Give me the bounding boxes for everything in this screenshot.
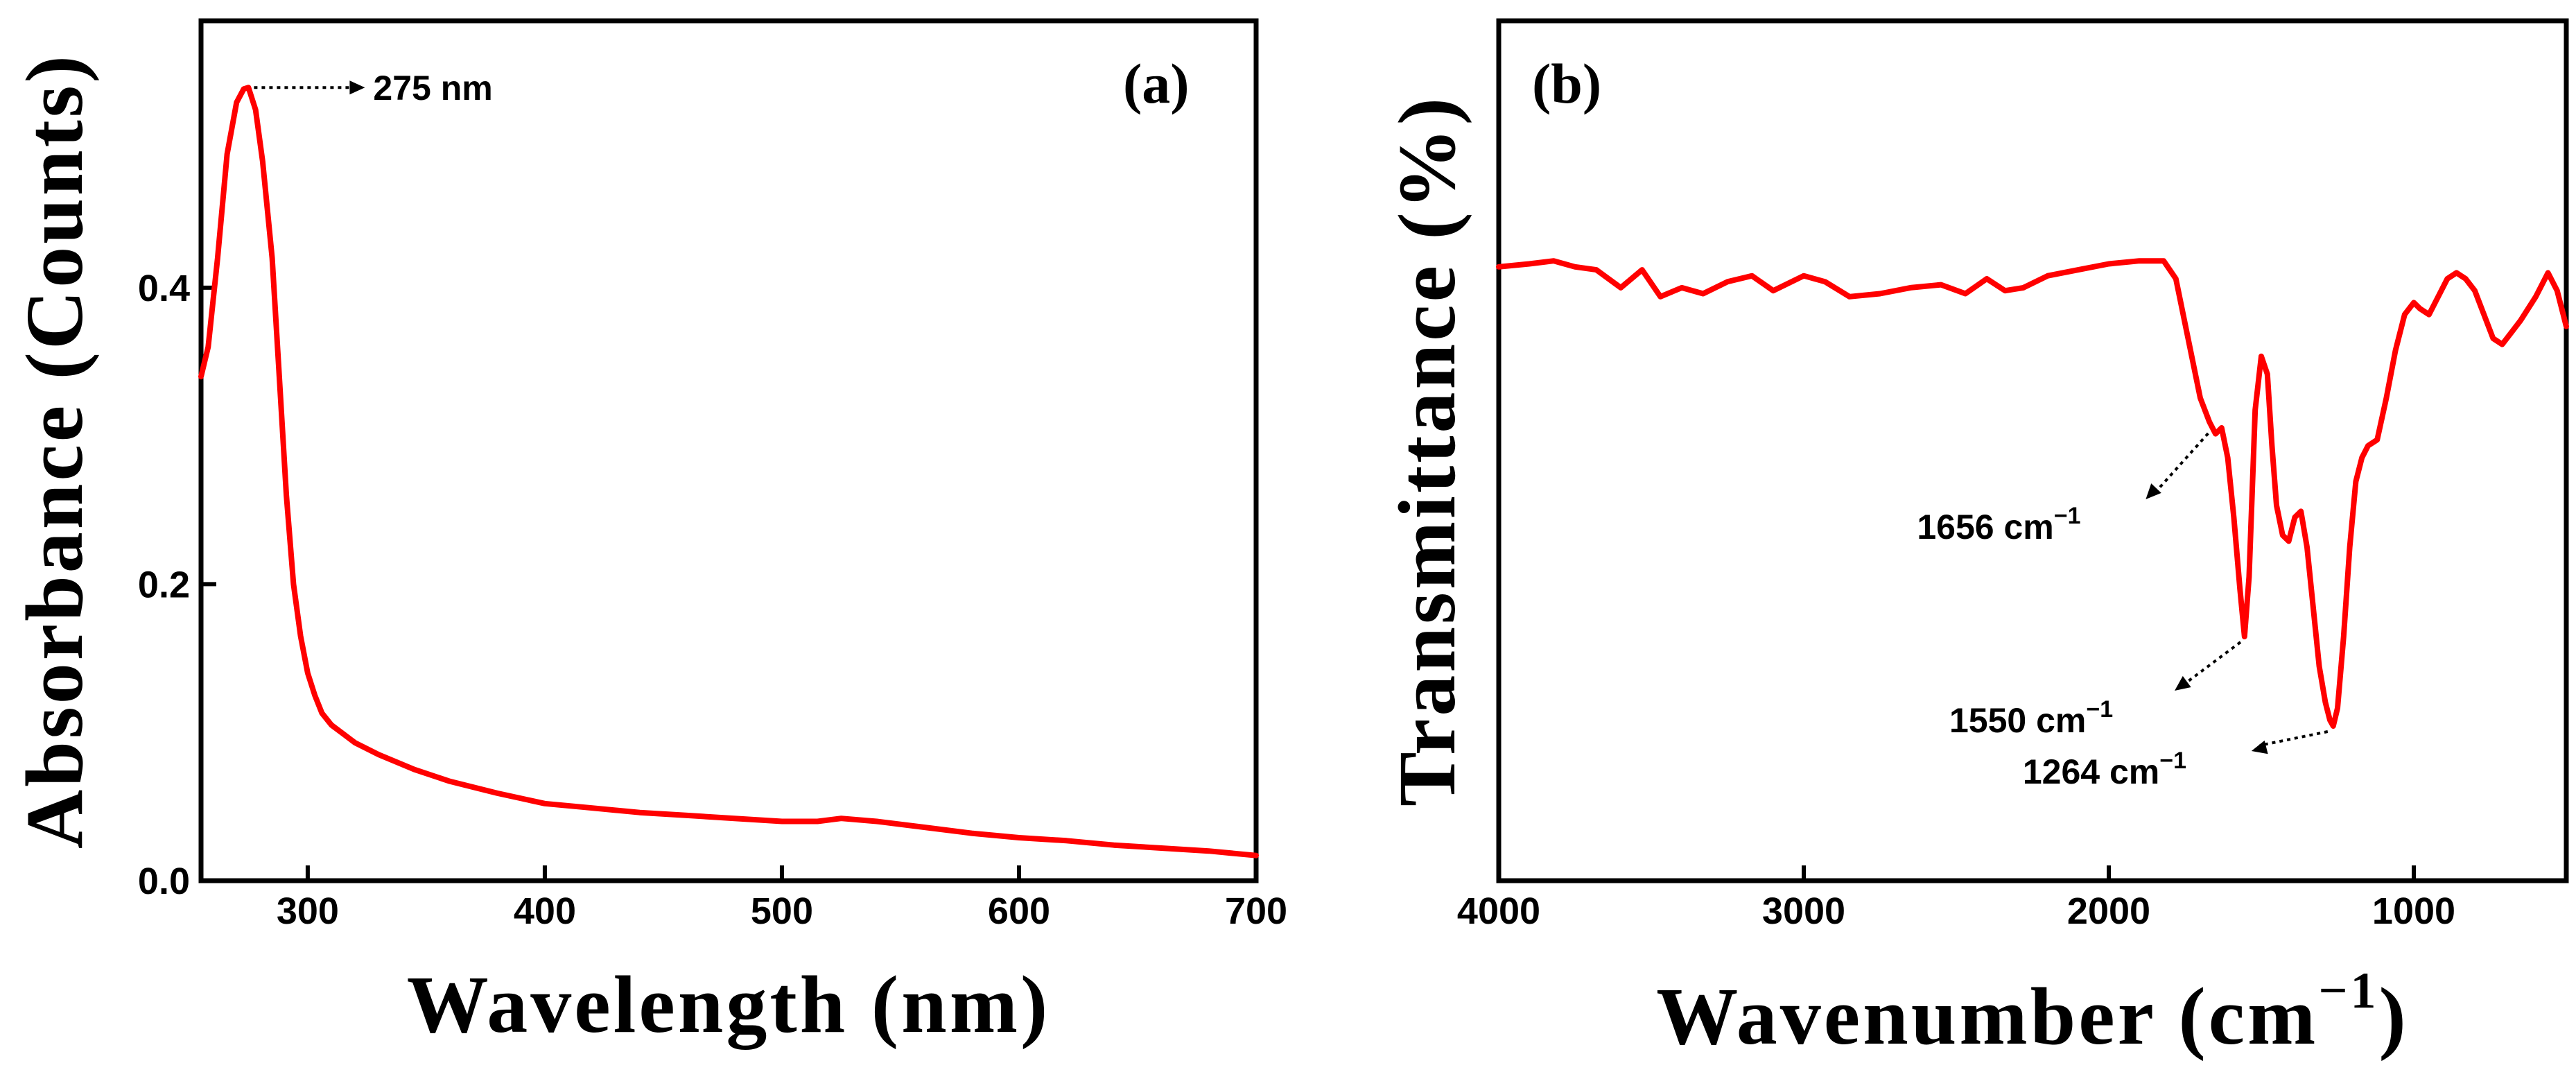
panel-a-absorbance-line bbox=[198, 85, 1259, 858]
peak-label-text: 1656 cm bbox=[1917, 508, 2053, 546]
panel-b-y-axis-title: Transmittance (%) bbox=[1382, 95, 1472, 806]
panel-b-peak-label: 1550 cm−1 bbox=[1949, 696, 2113, 740]
peak-label-sup: −1 bbox=[2054, 503, 2081, 529]
panel-b-x-tick-label: 4000 bbox=[1457, 890, 1540, 932]
panel-a-x-tick-label: 400 bbox=[514, 890, 576, 932]
panel-a-x-tick-label: 500 bbox=[751, 890, 813, 932]
panel-a-frame bbox=[198, 18, 1259, 883]
panel-b-x-tick-label: 3000 bbox=[1762, 890, 1845, 932]
panel-a-x-tick-label: 600 bbox=[988, 890, 1050, 932]
peak-label-text: 1264 cm bbox=[2023, 752, 2159, 791]
peak-label-sup: −1 bbox=[2086, 696, 2113, 723]
panel-a-ticks: 300 400 500 600 700 0.0 0.2 0.4 bbox=[138, 268, 1287, 932]
panel-a-y-tick-label: 0.0 bbox=[138, 861, 190, 902]
panel-b-annotation-arrowhead bbox=[2251, 740, 2268, 754]
panel-a-y-tick-label: 0.4 bbox=[138, 268, 190, 309]
panel-b-label: (b) bbox=[1532, 52, 1601, 115]
panel-a-x-tick-label: 700 bbox=[1225, 890, 1287, 932]
panel-b-x-axis-title-sup: −1 bbox=[2318, 963, 2378, 1019]
peak-arrow-head bbox=[349, 80, 365, 95]
panel-a-x-axis-title: Wavelength (nm) bbox=[407, 959, 1051, 1050]
panel-b-ticks: 4000 3000 2000 1000 bbox=[1457, 865, 2455, 932]
panel-b-x-axis-title-main: Wavenumber (cm bbox=[1656, 971, 2318, 1062]
panel-b-annotation-arrow bbox=[2259, 730, 2329, 747]
panel-b-annotation-arrow bbox=[2182, 641, 2242, 687]
panel-b-transmittance-line bbox=[1496, 258, 2569, 729]
panel-b-x-tick-label: 1000 bbox=[2372, 890, 2455, 932]
panel-a-y-tick-label: 0.2 bbox=[138, 564, 190, 605]
panel-b-annotation-arrowhead bbox=[2146, 483, 2161, 499]
panel-a-x-tick-label: 300 bbox=[277, 890, 339, 932]
panel-b-peak-label: 1656 cm−1 bbox=[1917, 503, 2080, 546]
panel-b-annotation-arrowhead bbox=[2175, 675, 2191, 691]
peak-label-275nm: 275 nm bbox=[373, 69, 492, 107]
panel-a-label: (a) bbox=[1123, 52, 1190, 115]
panel-b-annotation-arrow bbox=[2152, 432, 2209, 495]
panel-a-peak-annotation: 275 nm bbox=[254, 69, 493, 107]
panel-a: 300 400 500 600 700 0.0 0.2 0.4 (a) 275 nm Wave… bbox=[9, 18, 1287, 1050]
panel-a-y-axis-title: Absorbance (Counts) bbox=[9, 53, 100, 849]
panel-b-frame bbox=[1496, 18, 2569, 883]
panel-b-peak-label: 1264 cm−1 bbox=[2023, 748, 2186, 791]
panel-b-x-tick-label: 2000 bbox=[2067, 890, 2150, 932]
panel-b-x-axis-title: Wavenumber (cm−1) bbox=[1656, 963, 2409, 1062]
peak-label-sup: −1 bbox=[2159, 748, 2186, 774]
peak-label-text: 1550 cm bbox=[1949, 701, 2086, 740]
panel-b-x-axis-title-close: ) bbox=[2379, 971, 2409, 1062]
